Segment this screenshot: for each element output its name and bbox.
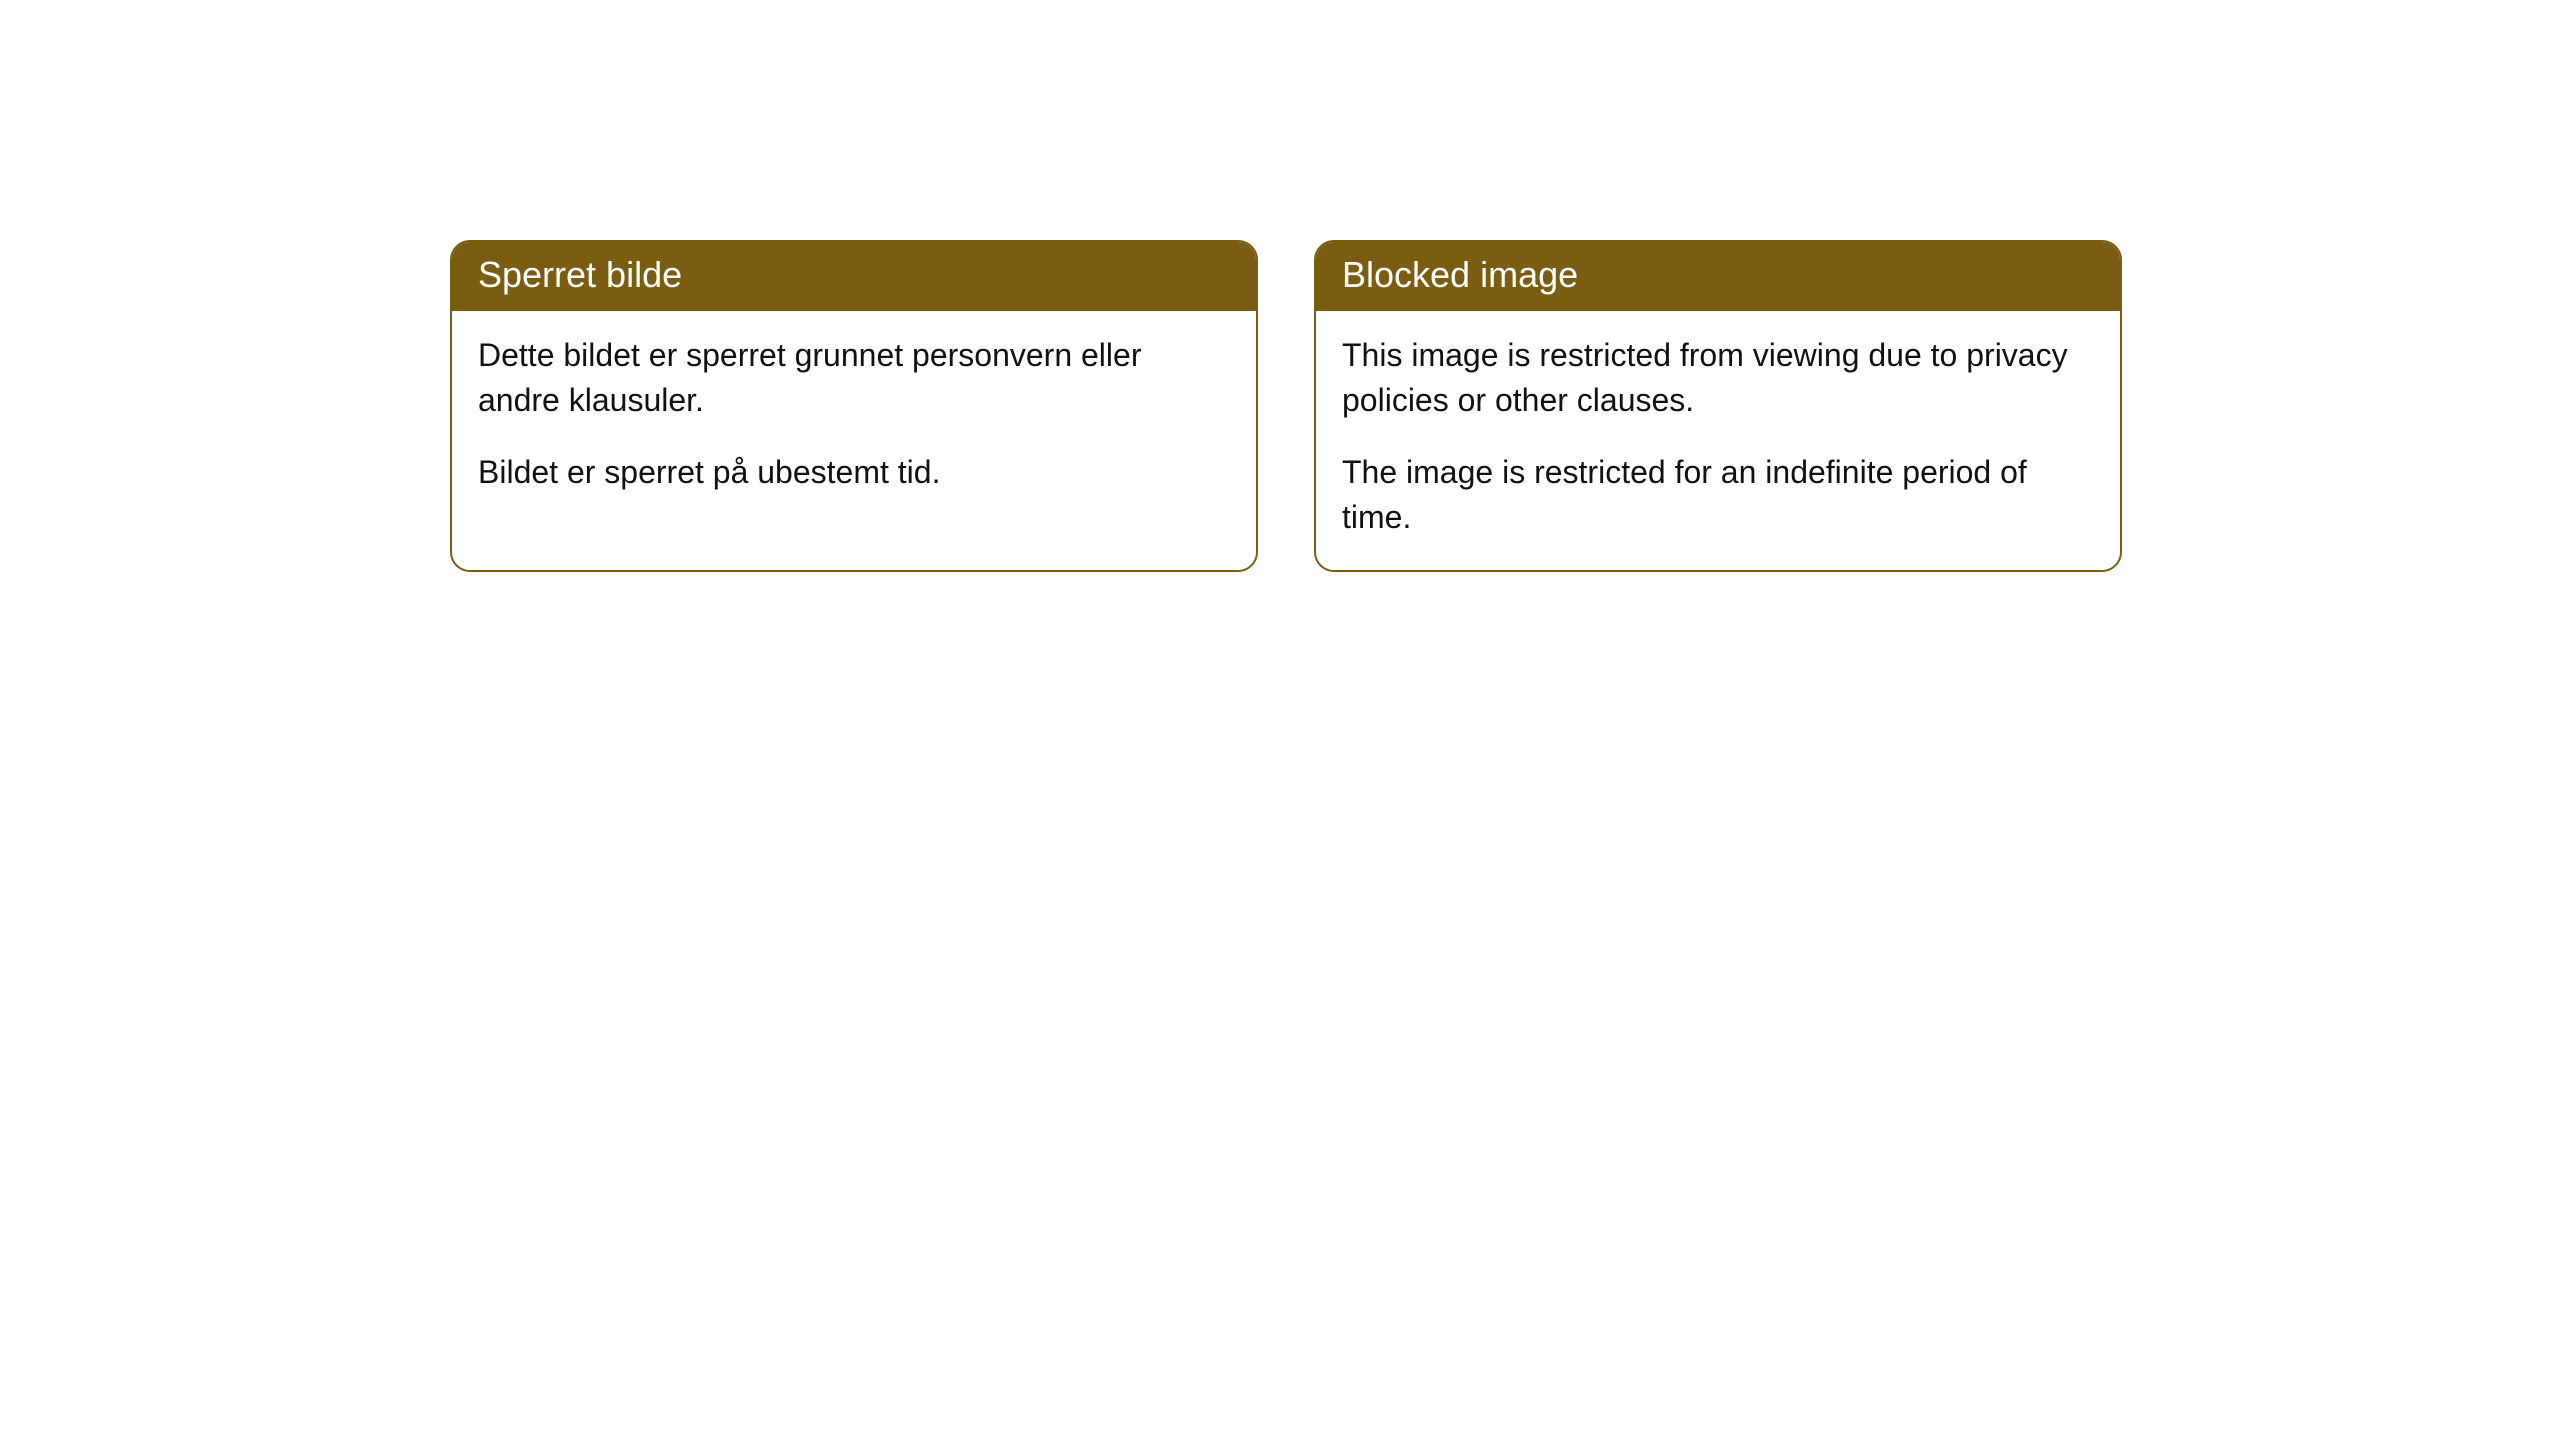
notice-card-norwegian: Sperret bilde Dette bildet er sperret gr… <box>450 240 1258 572</box>
notice-cards-container: Sperret bilde Dette bildet er sperret gr… <box>0 0 2560 572</box>
card-body: Dette bildet er sperret grunnet personve… <box>452 311 1256 525</box>
card-header: Blocked image <box>1316 242 2120 311</box>
card-paragraph: The image is restricted for an indefinit… <box>1342 450 2094 540</box>
notice-card-english: Blocked image This image is restricted f… <box>1314 240 2122 572</box>
card-paragraph: This image is restricted from viewing du… <box>1342 333 2094 423</box>
card-header: Sperret bilde <box>452 242 1256 311</box>
card-body: This image is restricted from viewing du… <box>1316 311 2120 570</box>
card-paragraph: Dette bildet er sperret grunnet personve… <box>478 333 1230 423</box>
card-paragraph: Bildet er sperret på ubestemt tid. <box>478 450 1230 495</box>
